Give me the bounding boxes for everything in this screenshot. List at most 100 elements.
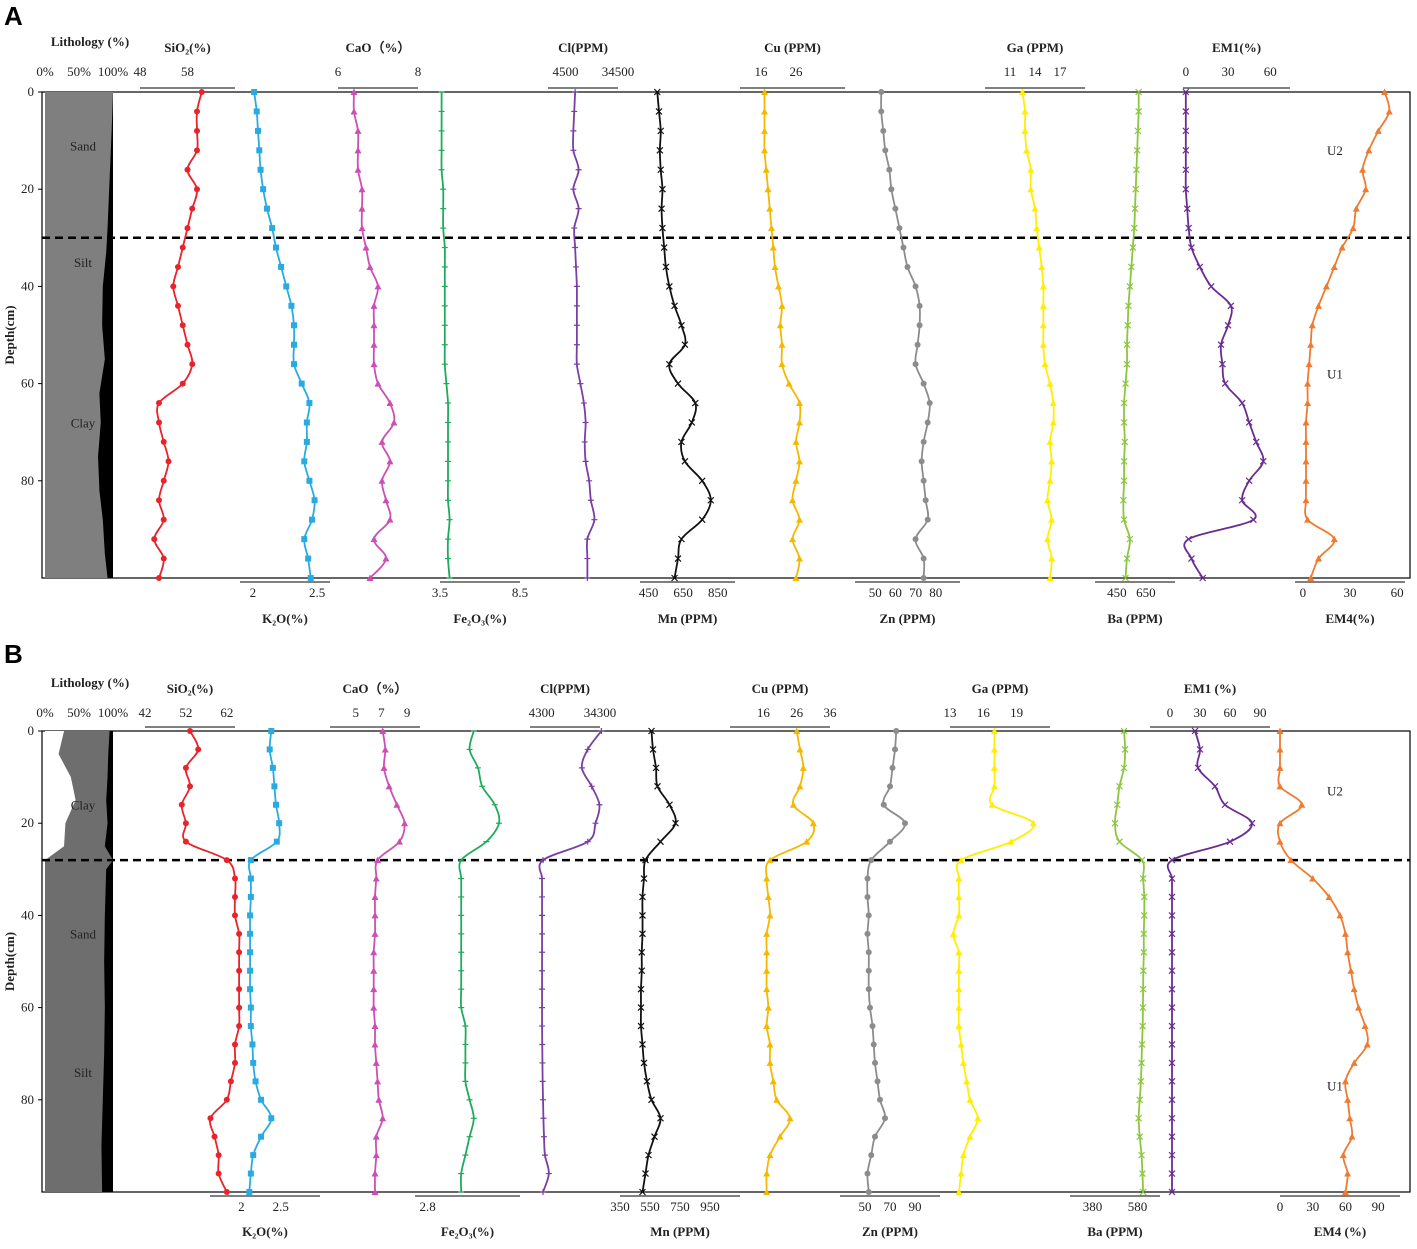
series-point	[763, 948, 771, 956]
series-point	[766, 205, 774, 212]
series-point	[896, 225, 903, 232]
series-point	[789, 535, 796, 543]
series-point	[395, 838, 403, 845]
series-point	[1124, 321, 1132, 329]
series-point	[170, 283, 177, 290]
series-point	[1302, 418, 1310, 426]
series-point	[1341, 930, 1349, 937]
series-point	[236, 949, 243, 956]
series-point	[902, 820, 908, 827]
series-tick-label: 90	[1254, 705, 1267, 720]
series-point	[194, 108, 200, 115]
series-point	[1330, 263, 1338, 270]
series-point	[370, 341, 378, 348]
series-point	[584, 536, 591, 543]
series-title: K₂O(%)	[242, 1224, 288, 1239]
series-tick-label: 0	[1300, 585, 1307, 600]
unit-label: U1	[1327, 367, 1343, 382]
series-point	[1344, 1170, 1352, 1177]
series-point	[1168, 985, 1176, 993]
series-point	[1315, 555, 1323, 562]
series-point	[645, 1151, 652, 1159]
series-tick-label: 17	[1054, 64, 1068, 79]
series-line	[572, 91, 596, 578]
series-point	[584, 555, 591, 562]
series-point	[573, 361, 580, 368]
series-point	[1137, 1077, 1145, 1085]
unit-label: U2	[1327, 784, 1343, 799]
series-8: 13 16 19 Ga (PPM)	[944, 681, 1050, 1195]
series-point	[1031, 205, 1039, 212]
series-point	[1305, 360, 1313, 368]
series-point	[250, 1152, 257, 1159]
series-point	[354, 146, 362, 154]
series-point	[573, 263, 579, 270]
series-point	[1168, 1077, 1176, 1085]
series-point	[539, 1004, 546, 1011]
series-point	[792, 438, 800, 445]
series-2: 5 7 9 CaO（%）	[330, 681, 420, 1195]
series-point	[223, 1096, 230, 1103]
series-point	[247, 967, 254, 974]
series-tick-label: 13	[944, 705, 957, 720]
series-point	[1140, 930, 1148, 938]
series-point	[160, 438, 167, 445]
series-point	[375, 1096, 383, 1103]
series-point	[1182, 166, 1190, 174]
series-point	[1385, 107, 1393, 115]
series-point	[539, 1023, 546, 1030]
series-point	[1033, 224, 1041, 232]
series-point	[370, 985, 378, 993]
series-tick-label: 52	[179, 705, 192, 720]
series-point	[236, 1004, 243, 1011]
series-point	[872, 1133, 878, 1140]
series-point	[955, 1004, 963, 1011]
series-point	[182, 764, 189, 771]
series-point	[1041, 360, 1049, 368]
series-point	[247, 1023, 254, 1030]
series-tick-label: 26	[790, 705, 804, 720]
series-point	[763, 985, 771, 993]
series-point	[763, 930, 771, 937]
series-point	[303, 438, 310, 445]
series-point	[160, 516, 167, 523]
series-point	[371, 893, 379, 900]
series-line	[1114, 730, 1146, 1193]
series-point	[1133, 166, 1140, 174]
series-point	[160, 477, 167, 484]
series-point	[540, 1189, 547, 1195]
series-point	[1139, 1004, 1147, 1012]
series-point	[374, 856, 382, 864]
panel-letter: A	[4, 1, 23, 31]
lithology-layer-label: Silt	[74, 255, 92, 270]
series-point	[366, 263, 374, 270]
lithology-tick-label: 100%	[98, 705, 129, 720]
series-tick-label: 50	[869, 585, 882, 600]
series-point	[868, 857, 875, 864]
series-point	[278, 263, 285, 270]
series-point	[648, 1096, 655, 1104]
series-point	[598, 728, 605, 734]
series-point	[1309, 875, 1317, 882]
series-point	[1168, 856, 1176, 864]
depth-tick-label: 20	[21, 181, 34, 196]
series-point	[1136, 1133, 1144, 1141]
series-point	[659, 224, 666, 232]
series-title: Cl(PPM)	[558, 40, 608, 55]
series-tick-label: 62	[220, 705, 233, 720]
series-point	[539, 986, 546, 993]
series-point	[1113, 801, 1121, 809]
lithology-layer-label: Sand	[70, 926, 97, 941]
series-point	[380, 764, 388, 771]
series-point	[1168, 911, 1176, 919]
series-point	[674, 555, 682, 562]
series-point	[1308, 321, 1316, 329]
series-tick-label: 2	[238, 1199, 245, 1214]
series-point	[639, 893, 646, 901]
series-point	[236, 986, 243, 993]
series-point	[371, 1022, 379, 1030]
series-point	[1138, 1041, 1146, 1048]
series-point	[949, 930, 957, 937]
series-point	[189, 205, 196, 212]
series-tick-label: 650	[673, 585, 693, 600]
